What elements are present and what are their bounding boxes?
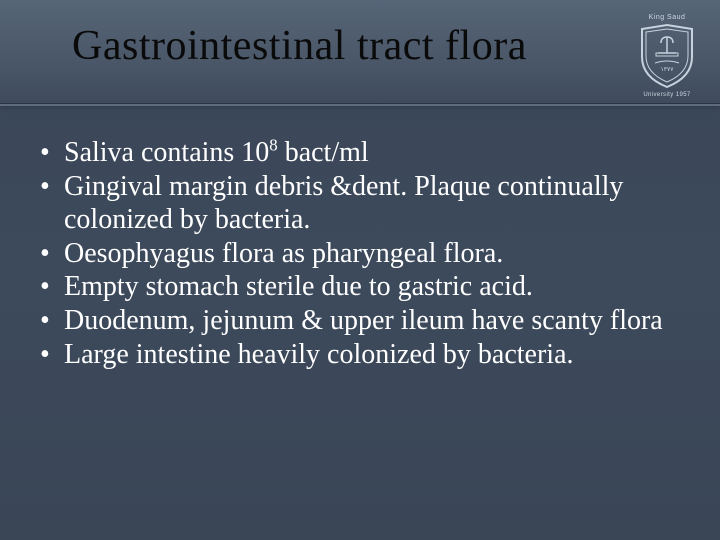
- slide-body: Saliva contains 108 bact/ml Gingival mar…: [36, 136, 680, 371]
- bullet-text: Gingival margin debris &dent. Plaque con…: [64, 171, 623, 236]
- bullet-text: Large intestine heavily colonized by bac…: [64, 339, 574, 370]
- slide-title: Gastrointestinal tract flora: [72, 22, 527, 70]
- svg-text:١٣٧٧: ١٣٧٧: [661, 67, 675, 73]
- bullet-text: Duodenum, jejunum & upper ileum have sca…: [64, 305, 663, 336]
- bullet-text: Oesophyagus flora as pharyngeal flora.: [64, 238, 503, 269]
- logo-bottom-text: University 1957: [643, 92, 690, 98]
- logo-top-text: King Saud: [649, 14, 686, 21]
- bullet-item: Empty stomach sterile due to gastric aci…: [36, 270, 680, 304]
- bullet-text: Empty stomach sterile due to gastric aci…: [64, 271, 533, 302]
- bullet-text: bact/ml: [278, 137, 369, 168]
- bullet-item: Duodenum, jejunum & upper ileum have sca…: [36, 304, 680, 338]
- bullet-item: Saliva contains 108 bact/ml: [36, 136, 680, 170]
- superscript: 8: [269, 136, 277, 155]
- bullet-item: Large intestine heavily colonized by bac…: [36, 338, 680, 372]
- header-divider: [0, 104, 720, 106]
- bullet-text: Saliva contains 10: [64, 137, 269, 168]
- bullet-item: Gingival margin debris &dent. Plaque con…: [36, 170, 680, 237]
- shield-icon: ١٣٧٧: [638, 23, 696, 89]
- university-logo: King Saud ١٣٧٧ University 1957: [626, 6, 708, 106]
- bullet-item: Oesophyagus flora as pharyngeal flora.: [36, 237, 680, 271]
- bullet-list: Saliva contains 108 bact/ml Gingival mar…: [36, 136, 680, 371]
